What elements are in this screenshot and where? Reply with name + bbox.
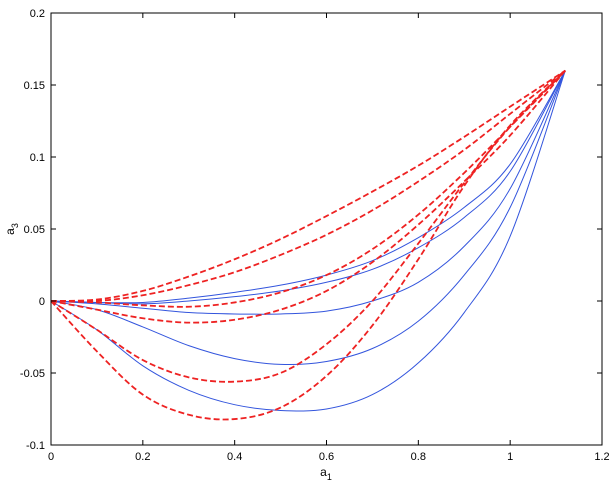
x-tick-label: 0.2 [135,451,150,463]
plot-area-background [51,13,602,445]
dashed-series-line-8 [50,69,566,308]
x-tick-label: 0.6 [319,451,334,463]
dashed-series-line-6 [50,69,566,302]
solid-series-line-1 [50,70,566,304]
x-tick-label: 0.8 [411,451,426,463]
x-tick-label: 1.2 [594,451,609,463]
y-tick-label: -0.1 [26,440,45,452]
y-axis-label: a3 [3,223,20,235]
y-tick-label: 0.05 [24,224,45,236]
dashed-series-line-11 [50,69,566,421]
y-tick-label: 0 [39,296,45,308]
tick-layer: 0 0.2 0.4 0.6 0.8 1 1.2 -0.1 -0.05 0 0.05 0.1 0.15 0.… [20,8,610,463]
x-axis-label: a1 [320,465,332,482]
solid-series-line-4 [50,70,566,365]
y-tick-label: -0.05 [20,368,45,380]
solid-series-line-3 [50,70,566,315]
x-tick-label: 0 [48,451,54,463]
solid-series-line-5 [50,70,566,412]
series-layer [50,69,566,421]
solid-series-line-2 [50,70,566,305]
x-tick-label: 1 [507,451,513,463]
x-tick-label: 0.4 [227,451,242,463]
dashed-series-line-9 [50,70,566,324]
y-tick-label: 0.2 [30,8,45,20]
y-tick-label: 0.1 [30,152,45,164]
y-tick-label: 0.15 [24,80,45,92]
dashed-series-line-7 [50,69,566,303]
